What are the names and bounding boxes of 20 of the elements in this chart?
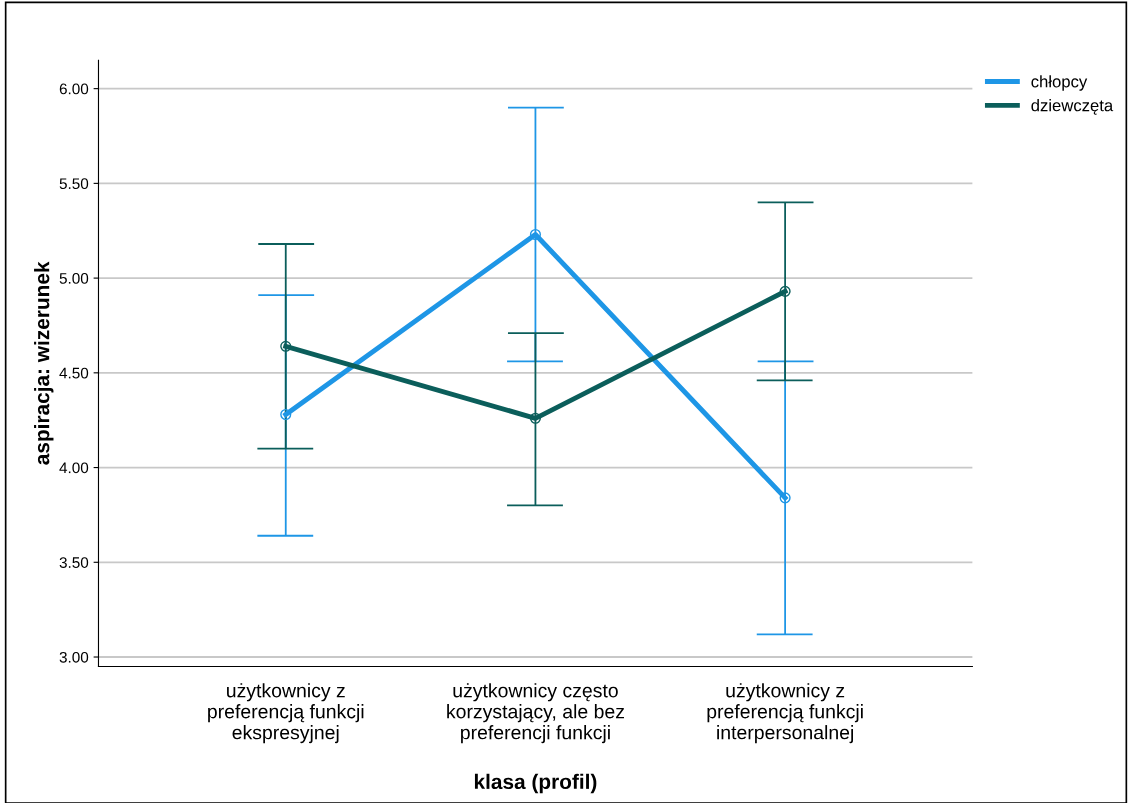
y-tick-label: 4.50 (59, 367, 89, 379)
point (529, 412, 541, 424)
x-axis-title: klasa (profil) (474, 773, 597, 794)
y-tick-label: 3.00 (59, 651, 89, 663)
y-tick-label: 4.00 (59, 462, 89, 474)
x-tick-label: użytkownicy z preferencją funkcji interpersonalnej (707, 683, 863, 744)
legend-label: dziewczęta (1031, 99, 1114, 115)
point (529, 228, 541, 241)
y-tick-label: 5.50 (59, 178, 89, 190)
x-tick-label: użytkownicy często korzystający, ale bez preferencji funkcji (447, 683, 624, 744)
point (779, 492, 791, 504)
y-tick-label: 3.50 (59, 557, 89, 568)
point (280, 408, 292, 421)
y-tick-label: 5.00 (59, 272, 89, 284)
y-tick-label: 6.00 (59, 83, 89, 95)
y-axis-title: aspiracja: wizerunek (34, 261, 54, 465)
point (280, 340, 292, 352)
point (779, 285, 791, 297)
x-tick-label: użytkownicy z preferencją funkcji ekspresyjnej (208, 683, 364, 744)
legend-label: chłopcy (1031, 75, 1088, 91)
